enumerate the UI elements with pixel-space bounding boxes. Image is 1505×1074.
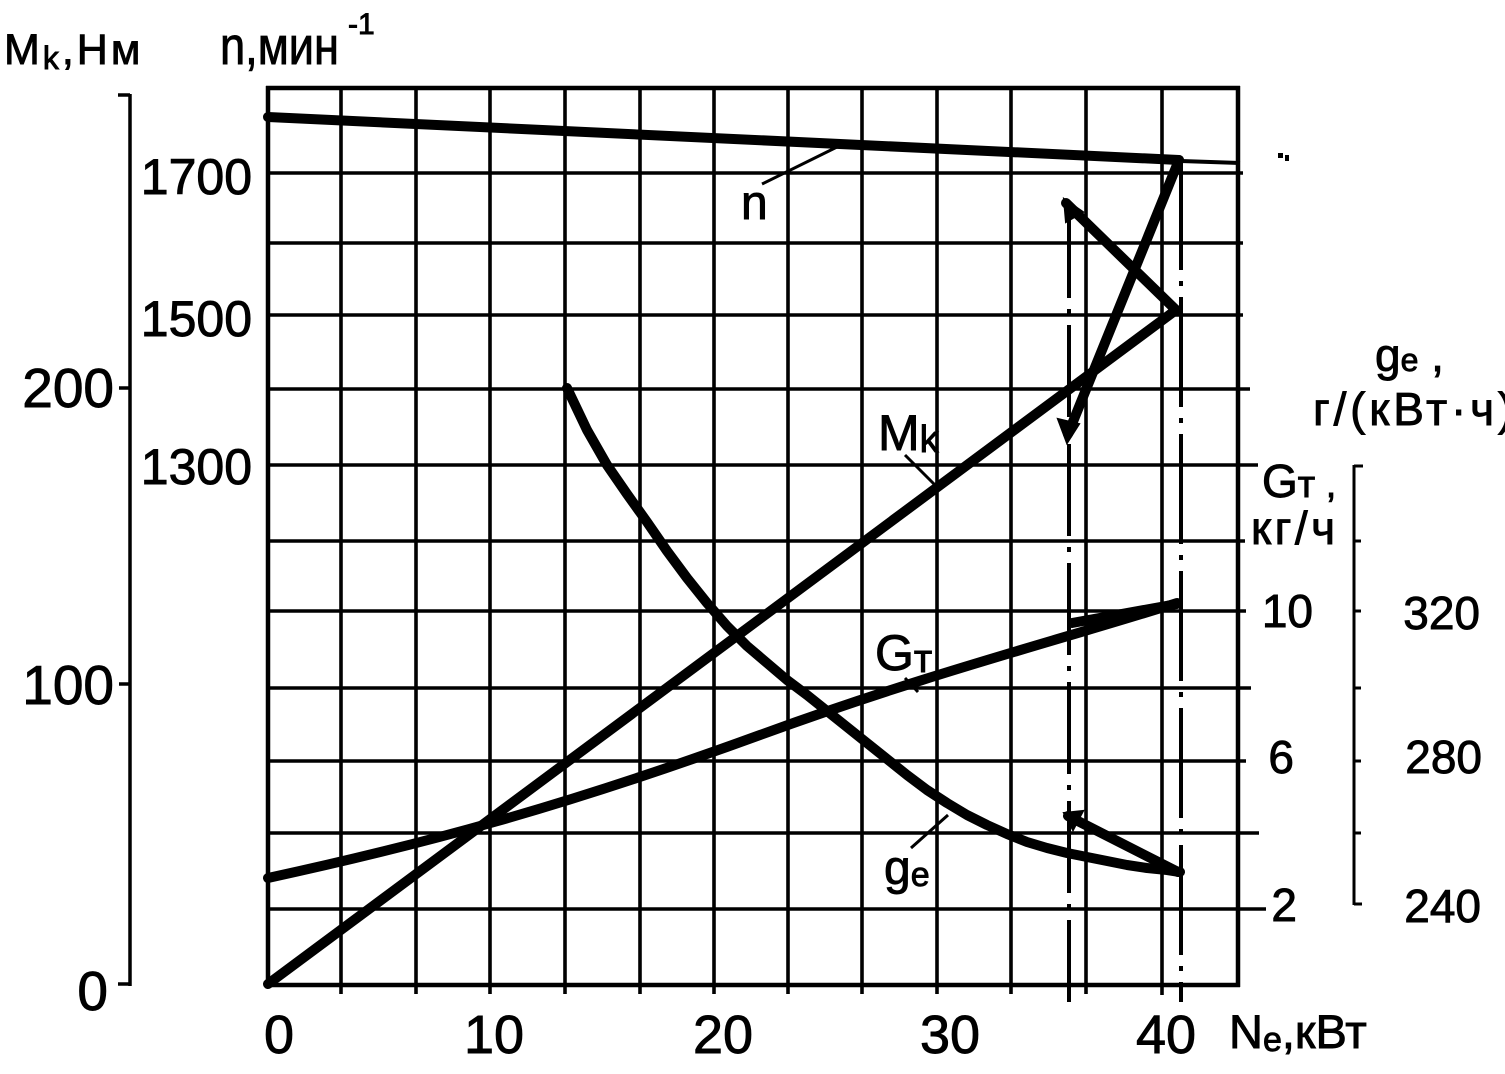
svg-text:40: 40: [1136, 1005, 1196, 1065]
svg-text:10: 10: [464, 1005, 524, 1065]
svg-text:Mk,Нм: Mk,Нм: [4, 26, 143, 76]
svg-text:240: 240: [1404, 880, 1481, 932]
svg-text:n: n: [741, 177, 768, 230]
svg-text:1500: 1500: [141, 291, 252, 347]
svg-text:-1: -1: [348, 8, 375, 41]
svg-text:100: 100: [22, 654, 114, 716]
svg-text:n,мин: n,мин: [220, 17, 339, 76]
svg-text:2: 2: [1271, 879, 1297, 931]
svg-text:280: 280: [1405, 731, 1482, 783]
svg-text:10: 10: [1262, 585, 1313, 637]
svg-text:кг/ч: кг/ч: [1251, 502, 1339, 554]
svg-text:6: 6: [1268, 731, 1294, 783]
svg-text:200: 200: [22, 357, 114, 419]
svg-text:г/(кВт·ч): г/(кВт·ч): [1313, 383, 1505, 435]
svg-text:1700: 1700: [141, 149, 252, 205]
svg-text:0: 0: [77, 960, 108, 1022]
svg-text:Ne,кВт: Ne,кВт: [1229, 1005, 1367, 1059]
svg-text:30: 30: [920, 1005, 980, 1065]
svg-text:1300: 1300: [141, 439, 252, 495]
svg-text:Mk: Mk: [878, 405, 940, 461]
svg-text:20: 20: [693, 1005, 753, 1065]
svg-text:320: 320: [1403, 587, 1480, 639]
svg-text:0: 0: [264, 1005, 294, 1065]
svg-text:Gт ,: Gт ,: [1262, 455, 1336, 507]
